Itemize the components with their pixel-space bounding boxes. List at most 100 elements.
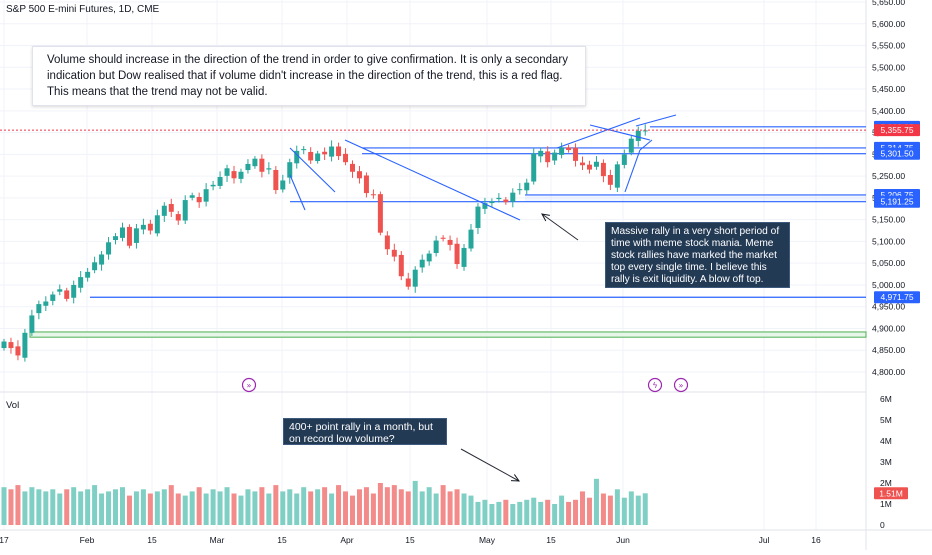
volume-bar [377,483,383,525]
candle-series[interactable] [1,124,648,362]
candle-body [1,341,7,349]
price-tick-label: 5,400.00 [872,106,905,116]
volume-bar [419,491,425,525]
candle-body [8,342,14,349]
support-zone-rect [29,331,867,338]
time-tick-label: Apr [340,535,353,545]
trendline [624,149,641,193]
volume-bar [22,491,28,525]
candle-body [370,194,376,196]
candle-body [621,154,627,165]
candle-body [315,153,321,162]
candle-body [384,235,390,250]
volume-bar [496,501,502,525]
candle-body [175,214,181,221]
time-axis[interactable]: 17 Feb 15 Mar 15 Apr 15 May 15 Jun Jul 16 [0,535,821,545]
double-arrow-circle-icon[interactable]: » [241,377,257,393]
volume-bar [322,487,328,525]
volume-bar [280,491,286,525]
volume-bar [238,495,244,525]
price-tick-label: 5,500.00 [872,62,905,72]
volume-bar [99,493,105,525]
meme-rally-note[interactable]: Massive rally in a very short period of … [605,222,790,288]
time-tick-label: 15 [405,535,415,545]
symbol-title[interactable]: S&P 500 E-mini Futures, 1D, CME [6,4,160,15]
volume-bar [586,497,592,525]
volume-bar [308,491,314,525]
volume-bar [147,493,153,525]
volume-axis[interactable]: 6M 5M 4M 3M 2M 1M 0 [880,394,892,530]
volume-bar [15,485,21,525]
volume-tick-label: 2M [880,478,892,488]
volume-confirmation-note[interactable]: Volume should increase in the direction … [32,46,586,106]
svg-text:»: » [247,381,252,390]
volume-bar [517,501,523,525]
price-tag: 5,301.50 [874,147,920,160]
candle-body [489,201,495,204]
candle-body [231,171,237,179]
time-tick-label: Jun [616,535,630,545]
volume-tick-label: 0 [880,520,885,530]
time-tick-label: 15 [546,535,556,545]
trendline [344,139,521,221]
candle-body [189,195,195,198]
time-tick-label: May [479,535,496,545]
volume-bar [607,495,613,525]
candle-body [15,346,21,356]
candle-body [280,180,286,190]
lightning-circle-icon[interactable]: ϟ [647,377,663,393]
candle-body [586,164,592,170]
candle-body [133,228,139,243]
volume-bar [259,487,265,525]
candle-body [294,150,300,164]
candle-body [566,147,572,150]
trendlines[interactable] [289,114,677,221]
annotation-arrow-stroke [460,448,520,482]
candle-body [517,189,523,191]
candle-body [496,197,502,200]
candle-body [92,262,98,271]
volume-bar [50,489,56,525]
trendline [635,114,677,127]
low-volume-note[interactable]: 400+ point rally in a month, but on reco… [283,418,447,445]
volume-bar [189,491,195,525]
price-tag-bg [874,195,920,208]
volume-bar [196,487,202,525]
volume-bar [566,501,572,525]
candle-body [468,229,474,249]
double-arrow-circle-icon[interactable]: » [673,377,689,393]
volume-tick-label: 3M [880,457,892,467]
candle-body [412,269,418,287]
volume-bar [524,499,530,525]
candle-body [419,259,425,268]
candle-body [593,161,599,167]
support-zone[interactable] [29,331,867,338]
price-tag-label: 5,355.75 [880,125,913,135]
trendline [289,174,306,211]
candle-body [308,151,314,161]
volume-series[interactable] [1,478,648,525]
candle-body [377,194,383,233]
volume-bar [294,493,300,525]
volume-bar [168,485,174,525]
candle-body [552,152,558,161]
price-tag-label: 5,206.75 [880,190,913,200]
volume-label[interactable]: Vol [6,400,19,411]
volume-tick-label: 1M [880,499,892,509]
candle-body [440,237,446,239]
volume-bar [573,499,579,525]
candle-body [29,315,35,333]
price-tick-label: 5,000.00 [872,280,905,290]
trendline [589,124,651,141]
candle-body [259,158,265,172]
horizontal-levels[interactable] [90,126,866,298]
candle-body [600,162,606,177]
volume-bar [482,499,488,525]
candle-body [36,304,42,314]
candle-body [538,150,544,157]
price-tag-label: 4,971.75 [880,292,913,302]
volume-bar [85,489,91,525]
volume-bar [503,499,509,525]
volume-bar [203,493,209,525]
